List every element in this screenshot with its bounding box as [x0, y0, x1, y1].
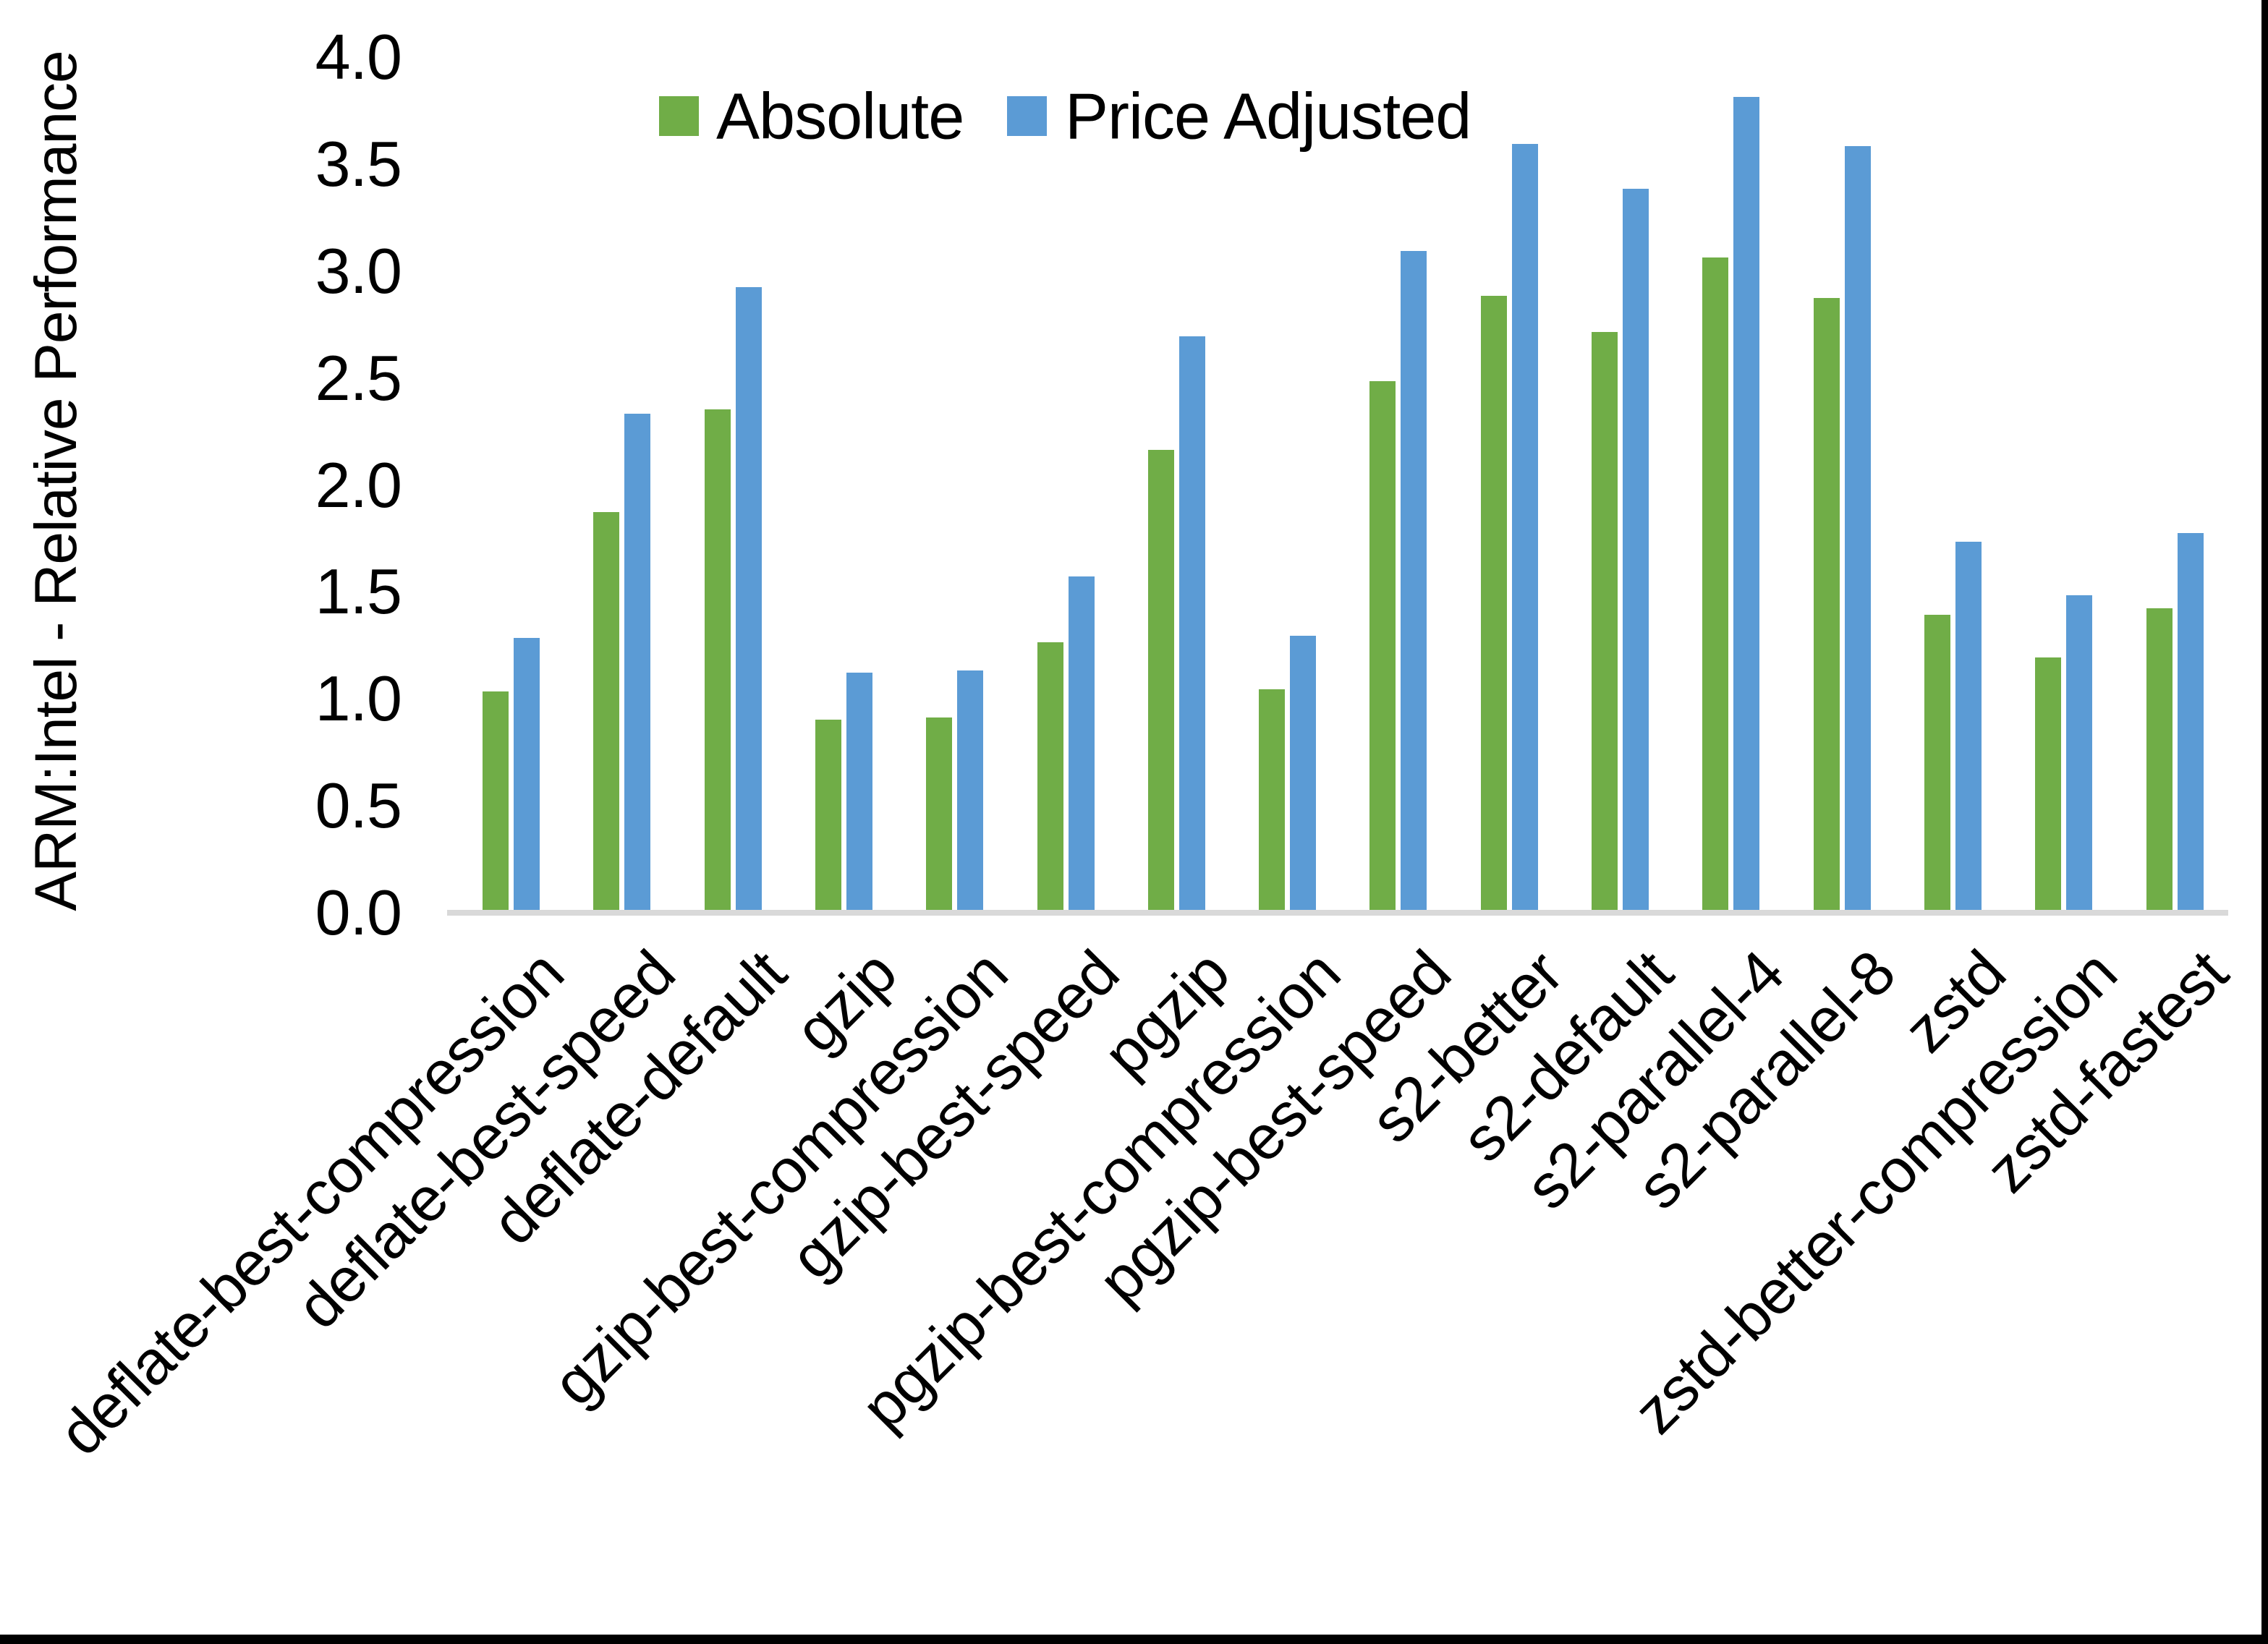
- legend-label-price-adjusted: Price Adjusted: [1065, 80, 1471, 153]
- screenshot-bottom-border: [0, 1635, 2268, 1644]
- legend-swatch-price-adjusted: [1007, 96, 1047, 136]
- bar-absolute-pgzip-best-speed: [1369, 381, 1396, 910]
- bar-absolute-zstd-better-compression: [2035, 657, 2061, 910]
- y-tick-label: 2.0: [315, 448, 402, 521]
- bar-absolute-gzip-best-compression: [926, 717, 952, 910]
- legend-swatch-absolute: [659, 96, 699, 136]
- bar-price-adjusted-deflate-default: [736, 287, 762, 910]
- bar-price-adjusted-gzip-best-speed: [1069, 576, 1095, 910]
- bar-price-adjusted-pgzip: [1179, 336, 1205, 910]
- y-tick-label: 1.5: [315, 555, 402, 628]
- x-axis-line: [447, 910, 2228, 916]
- bar-absolute-pgzip: [1148, 450, 1174, 910]
- bar-price-adjusted-zstd-fastest: [2178, 533, 2204, 910]
- y-tick-label: 0.0: [315, 877, 402, 948]
- y-tick-label: 2.5: [315, 341, 402, 414]
- bar-absolute-s2-default: [1592, 332, 1618, 910]
- legend-label-absolute: Absolute: [716, 80, 964, 153]
- y-tick-label: 4.0: [315, 21, 402, 93]
- y-tick-label: 0.5: [315, 770, 402, 842]
- plot-area: [483, 97, 2204, 910]
- screenshot-right-border: [2261, 0, 2268, 1644]
- bar-absolute-deflate-best-speed: [593, 512, 619, 910]
- bar-price-adjusted-pgzip-best-speed: [1401, 251, 1427, 910]
- bar-price-adjusted-s2-parallel-8: [1845, 146, 1871, 910]
- bar-absolute-deflate-best-compression: [483, 691, 509, 910]
- bar-price-adjusted-zstd-better-compression: [2066, 595, 2092, 910]
- bar-price-adjusted-deflate-best-compression: [514, 638, 540, 910]
- bar-absolute-gzip: [815, 720, 841, 910]
- bar-price-adjusted-s2-default: [1623, 189, 1649, 910]
- bar-price-adjusted-pgzip-best-compression: [1290, 636, 1316, 910]
- y-tick-label: 3.5: [315, 127, 402, 200]
- bar-absolute-gzip-best-speed: [1037, 642, 1063, 910]
- bar-price-adjusted-deflate-best-speed: [624, 414, 650, 910]
- bar-absolute-s2-parallel-8: [1814, 298, 1840, 910]
- bar-price-adjusted-gzip-best-compression: [957, 670, 983, 910]
- y-tick-label: 1.0: [315, 663, 402, 735]
- bar-absolute-deflate-default: [705, 409, 731, 910]
- bar-absolute-pgzip-best-compression: [1259, 689, 1285, 910]
- y-tick-label: 3.0: [315, 234, 402, 307]
- bar-absolute-zstd: [1924, 615, 1950, 910]
- bar-price-adjusted-zstd: [1955, 542, 1982, 910]
- bar-price-adjusted-s2-parallel-4: [1733, 97, 1759, 910]
- bar-absolute-s2-better: [1481, 296, 1507, 910]
- bar-price-adjusted-gzip: [846, 673, 872, 910]
- bar-price-adjusted-s2-better: [1512, 144, 1538, 910]
- bar-absolute-zstd-fastest: [2146, 608, 2173, 910]
- bar-absolute-s2-parallel-4: [1702, 257, 1728, 910]
